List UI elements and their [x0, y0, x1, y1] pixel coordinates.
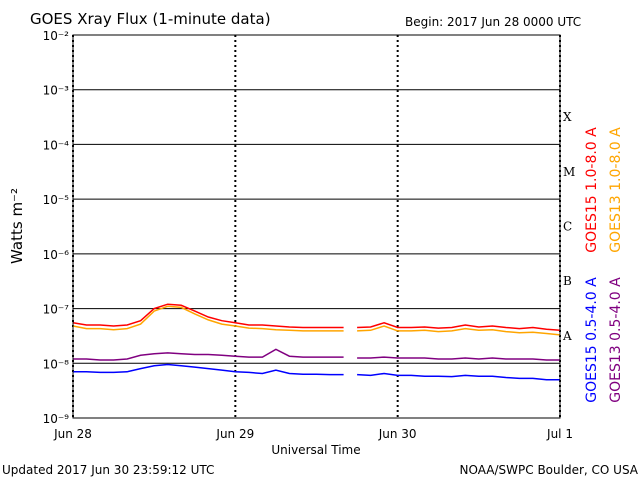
x-tick-label: Jun 28 [53, 427, 92, 441]
footer-right: NOAA/SWPC Boulder, CO USA [460, 463, 639, 477]
y-tick-label: 10⁻⁵ [43, 193, 70, 207]
series-line [72, 305, 561, 336]
y-tick-label: 10⁻⁶ [43, 248, 70, 262]
series-line [73, 348, 560, 361]
flare-class: C [563, 220, 572, 234]
flare-class: A [562, 329, 572, 343]
y-tick-label: 10⁻³ [43, 84, 70, 98]
x-axis-label: Universal Time [271, 443, 360, 457]
x-tick-label: Jun 30 [378, 427, 417, 441]
legend-entry: GOES15 0.5-4.0 A [584, 277, 600, 403]
plot-frame [72, 34, 561, 419]
footer-left: Updated 2017 Jun 30 23:59:12 UTC [2, 463, 214, 477]
flare-class: X [563, 110, 572, 124]
flare-class: M [563, 165, 575, 179]
y-axis-label: Watts m⁻² [8, 188, 26, 264]
legend-entry: GOES15 1.0-8.0 A [584, 127, 600, 253]
chart-title: GOES Xray Flux (1-minute data) [30, 10, 271, 28]
chart-subtitle: Begin: 2017 Jun 28 0000 UTC [405, 15, 581, 29]
x-tick-label: Jun 29 [215, 427, 254, 441]
x-tick-label: Jul 1 [546, 427, 573, 441]
y-tick-label: 10⁻⁹ [43, 412, 70, 426]
y-tick-label: 10⁻⁸ [43, 357, 70, 371]
y-tick-label: 10⁻⁷ [43, 303, 70, 317]
flare-class: B [563, 274, 572, 288]
series-line [73, 363, 560, 381]
legend-entry: GOES13 0.5-4.0 A [608, 277, 624, 403]
series-line [72, 303, 561, 332]
y-tick-label: 10⁻² [43, 29, 70, 43]
y-tick-label: 10⁻⁴ [43, 138, 70, 152]
legend-entry: GOES13 1.0-8.0 A [608, 127, 624, 253]
